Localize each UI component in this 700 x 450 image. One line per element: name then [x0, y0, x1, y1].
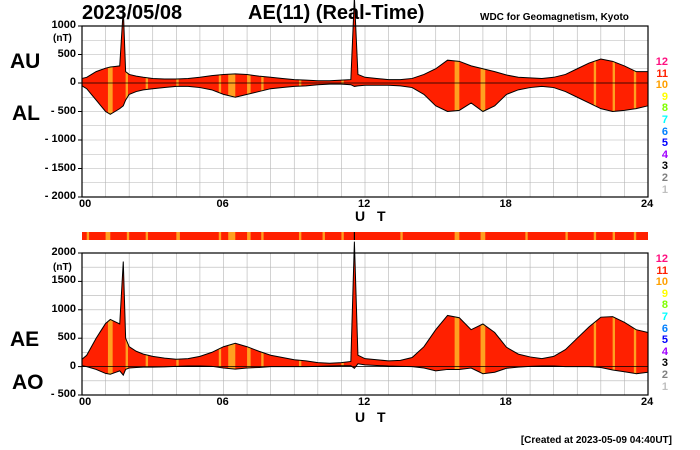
- legend-item-1: 1: [661, 380, 668, 393]
- station-status-gap: [565, 232, 568, 240]
- legend-item-12: 12: [655, 56, 668, 68]
- x-tick-label: 12: [358, 396, 371, 408]
- legend-item-4: 4: [661, 345, 668, 358]
- station-gap-band: [454, 253, 460, 376]
- y-tick-label: - 500: [50, 104, 76, 117]
- chart-title: AE(11) (Real-Time): [248, 2, 425, 24]
- x-tick-label: 06: [216, 198, 229, 210]
- station-status-gap: [145, 232, 149, 240]
- series-line-ae: [81, 241, 649, 364]
- created-timestamp: [Created at 2023-05-09 04:40UT]: [520, 435, 672, 446]
- station-gap-band: [612, 253, 615, 376]
- legend-item-7: 7: [661, 311, 668, 323]
- legend-item-6: 6: [661, 125, 668, 138]
- plot-frame-ae-ao: [81, 252, 649, 396]
- station-gap-band: [454, 26, 460, 115]
- station-gap-band: [480, 26, 486, 115]
- y-tick-label: - 1000: [44, 133, 76, 145]
- y-tick-label: 0: [69, 359, 76, 372]
- y-tick-label: 1500: [51, 274, 76, 287]
- activity-band-au-al: [82, 0, 648, 115]
- legend-item-10: 10: [655, 276, 668, 289]
- station-status-gap: [612, 232, 615, 240]
- legend-item-2: 2: [661, 172, 668, 184]
- ao-label: AO: [12, 371, 44, 394]
- legend-item-4: 4: [661, 148, 668, 161]
- chart-date: 2023/05/08: [82, 2, 183, 24]
- y-tick-label: 1000: [51, 19, 76, 31]
- station-status-bar: [82, 232, 648, 240]
- au-label: AU: [10, 50, 41, 73]
- ae-label: AE: [10, 328, 40, 351]
- y-tick-label: - 500: [50, 388, 76, 400]
- station-status-gap: [633, 232, 637, 240]
- x-tick-label: 18: [499, 198, 512, 210]
- legend-item-2: 2: [661, 369, 668, 381]
- y-tick-label: 500: [57, 47, 76, 60]
- legend-item-10: 10: [655, 79, 668, 92]
- organization-label: WDC for Geomagnetism, Kyoto: [480, 12, 629, 23]
- station-status-gap: [341, 232, 344, 240]
- station-status-gap: [105, 232, 111, 240]
- x-tick-label: 06: [216, 396, 229, 408]
- station-gap-band: [612, 26, 615, 115]
- legend-item-7: 7: [661, 114, 668, 126]
- legend-item-8: 8: [661, 299, 668, 312]
- legend-item-11: 11: [656, 264, 668, 277]
- series-line-au: [81, 0, 648, 82]
- station-status-gap: [218, 232, 222, 240]
- ae-ao-ylabel: (nT): [53, 262, 72, 273]
- legend-item-3: 3: [661, 357, 668, 370]
- station-gap-band: [593, 253, 597, 376]
- station-status-gap: [261, 232, 264, 240]
- x-tick-label: 00: [79, 396, 92, 408]
- legend-item-9: 9: [661, 90, 668, 103]
- station-status-gap: [400, 232, 403, 240]
- x-tick-label: 12: [358, 198, 371, 210]
- x-tick-label: 24: [641, 198, 654, 210]
- activity-band-ae-ao: [82, 241, 648, 376]
- station-status-gap: [298, 232, 302, 240]
- station-gap-band: [107, 26, 113, 115]
- x-tick-label: 18: [499, 396, 512, 408]
- station-gap-band: [593, 26, 597, 115]
- y-tick-label: 2000: [51, 246, 76, 258]
- y-tick-label: 0: [69, 76, 76, 88]
- series-line-al: [81, 83, 649, 115]
- legend-item-1: 1: [661, 183, 668, 196]
- y-tick-label: - 2000: [44, 190, 76, 202]
- y-tick-label: 500: [57, 331, 76, 344]
- y-tick-label: 1000: [51, 302, 76, 315]
- legend-item-3: 3: [661, 160, 668, 173]
- legend-item-8: 8: [661, 102, 668, 115]
- legend-item-12: 12: [655, 253, 668, 265]
- x-tick-label: 24: [641, 396, 654, 408]
- station-status-gap: [322, 232, 325, 240]
- station-status-gap: [525, 232, 528, 240]
- legend-item-5: 5: [661, 334, 668, 347]
- station-status-gap: [176, 232, 180, 240]
- station-status-gap: [593, 232, 597, 240]
- x-tick-label: 00: [79, 198, 92, 210]
- au-al-xlabel: U T: [355, 208, 390, 224]
- legend-item-5: 5: [661, 137, 668, 150]
- legend-item-9: 9: [661, 287, 668, 300]
- legend-item-11: 11: [656, 67, 668, 80]
- station-status-gap: [454, 232, 460, 240]
- ae-ao-xlabel: U T: [355, 409, 390, 425]
- station-status-gap: [228, 232, 236, 240]
- al-label: AL: [12, 102, 40, 125]
- station-status-gap: [247, 232, 251, 240]
- legend-item-6: 6: [661, 322, 668, 335]
- station-status-gap: [126, 232, 130, 240]
- y-tick-label: - 1500: [44, 161, 76, 174]
- au-al-ylabel: (nT): [53, 33, 72, 44]
- station-status-gap: [480, 232, 486, 240]
- station-status-gap: [86, 232, 90, 240]
